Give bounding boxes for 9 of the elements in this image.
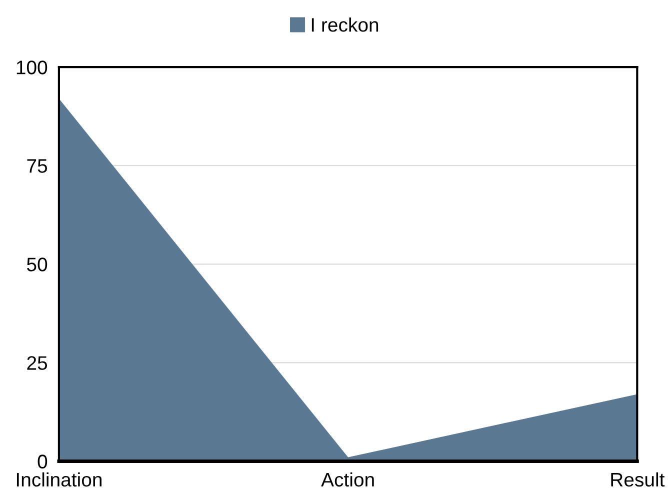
x-tick-label: Result — [611, 472, 665, 487]
x-tick-label: Inclination — [16, 472, 102, 487]
y-tick-label: 0 — [38, 454, 48, 468]
x-tick-label: Action — [321, 472, 374, 487]
y-tick-label: 25 — [27, 356, 48, 370]
y-tick-label: 50 — [27, 258, 48, 272]
legend-label: I reckon — [312, 18, 378, 32]
y-tick-label: 75 — [27, 159, 48, 173]
y-tick-label: 100 — [16, 60, 48, 74]
